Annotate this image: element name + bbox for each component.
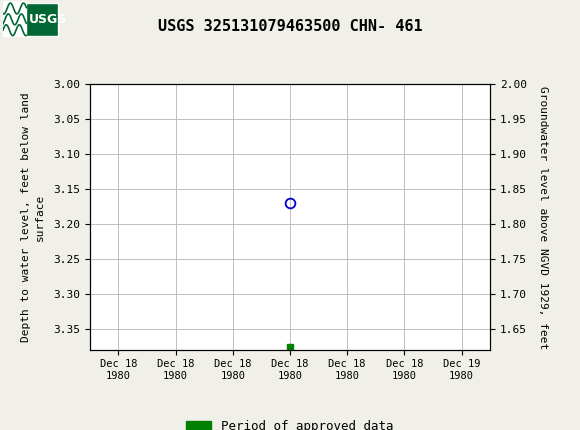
Y-axis label: Depth to water level, feet below land
surface: Depth to water level, feet below land su… bbox=[21, 92, 45, 342]
Text: USGS: USGS bbox=[29, 13, 67, 26]
Legend: Period of approved data: Period of approved data bbox=[181, 415, 399, 430]
Bar bbox=[3, 1, 27, 37]
FancyBboxPatch shape bbox=[3, 3, 58, 37]
Text: USGS 325131079463500 CHN- 461: USGS 325131079463500 CHN- 461 bbox=[158, 19, 422, 34]
Y-axis label: Groundwater level above NGVD 1929, feet: Groundwater level above NGVD 1929, feet bbox=[538, 86, 548, 349]
